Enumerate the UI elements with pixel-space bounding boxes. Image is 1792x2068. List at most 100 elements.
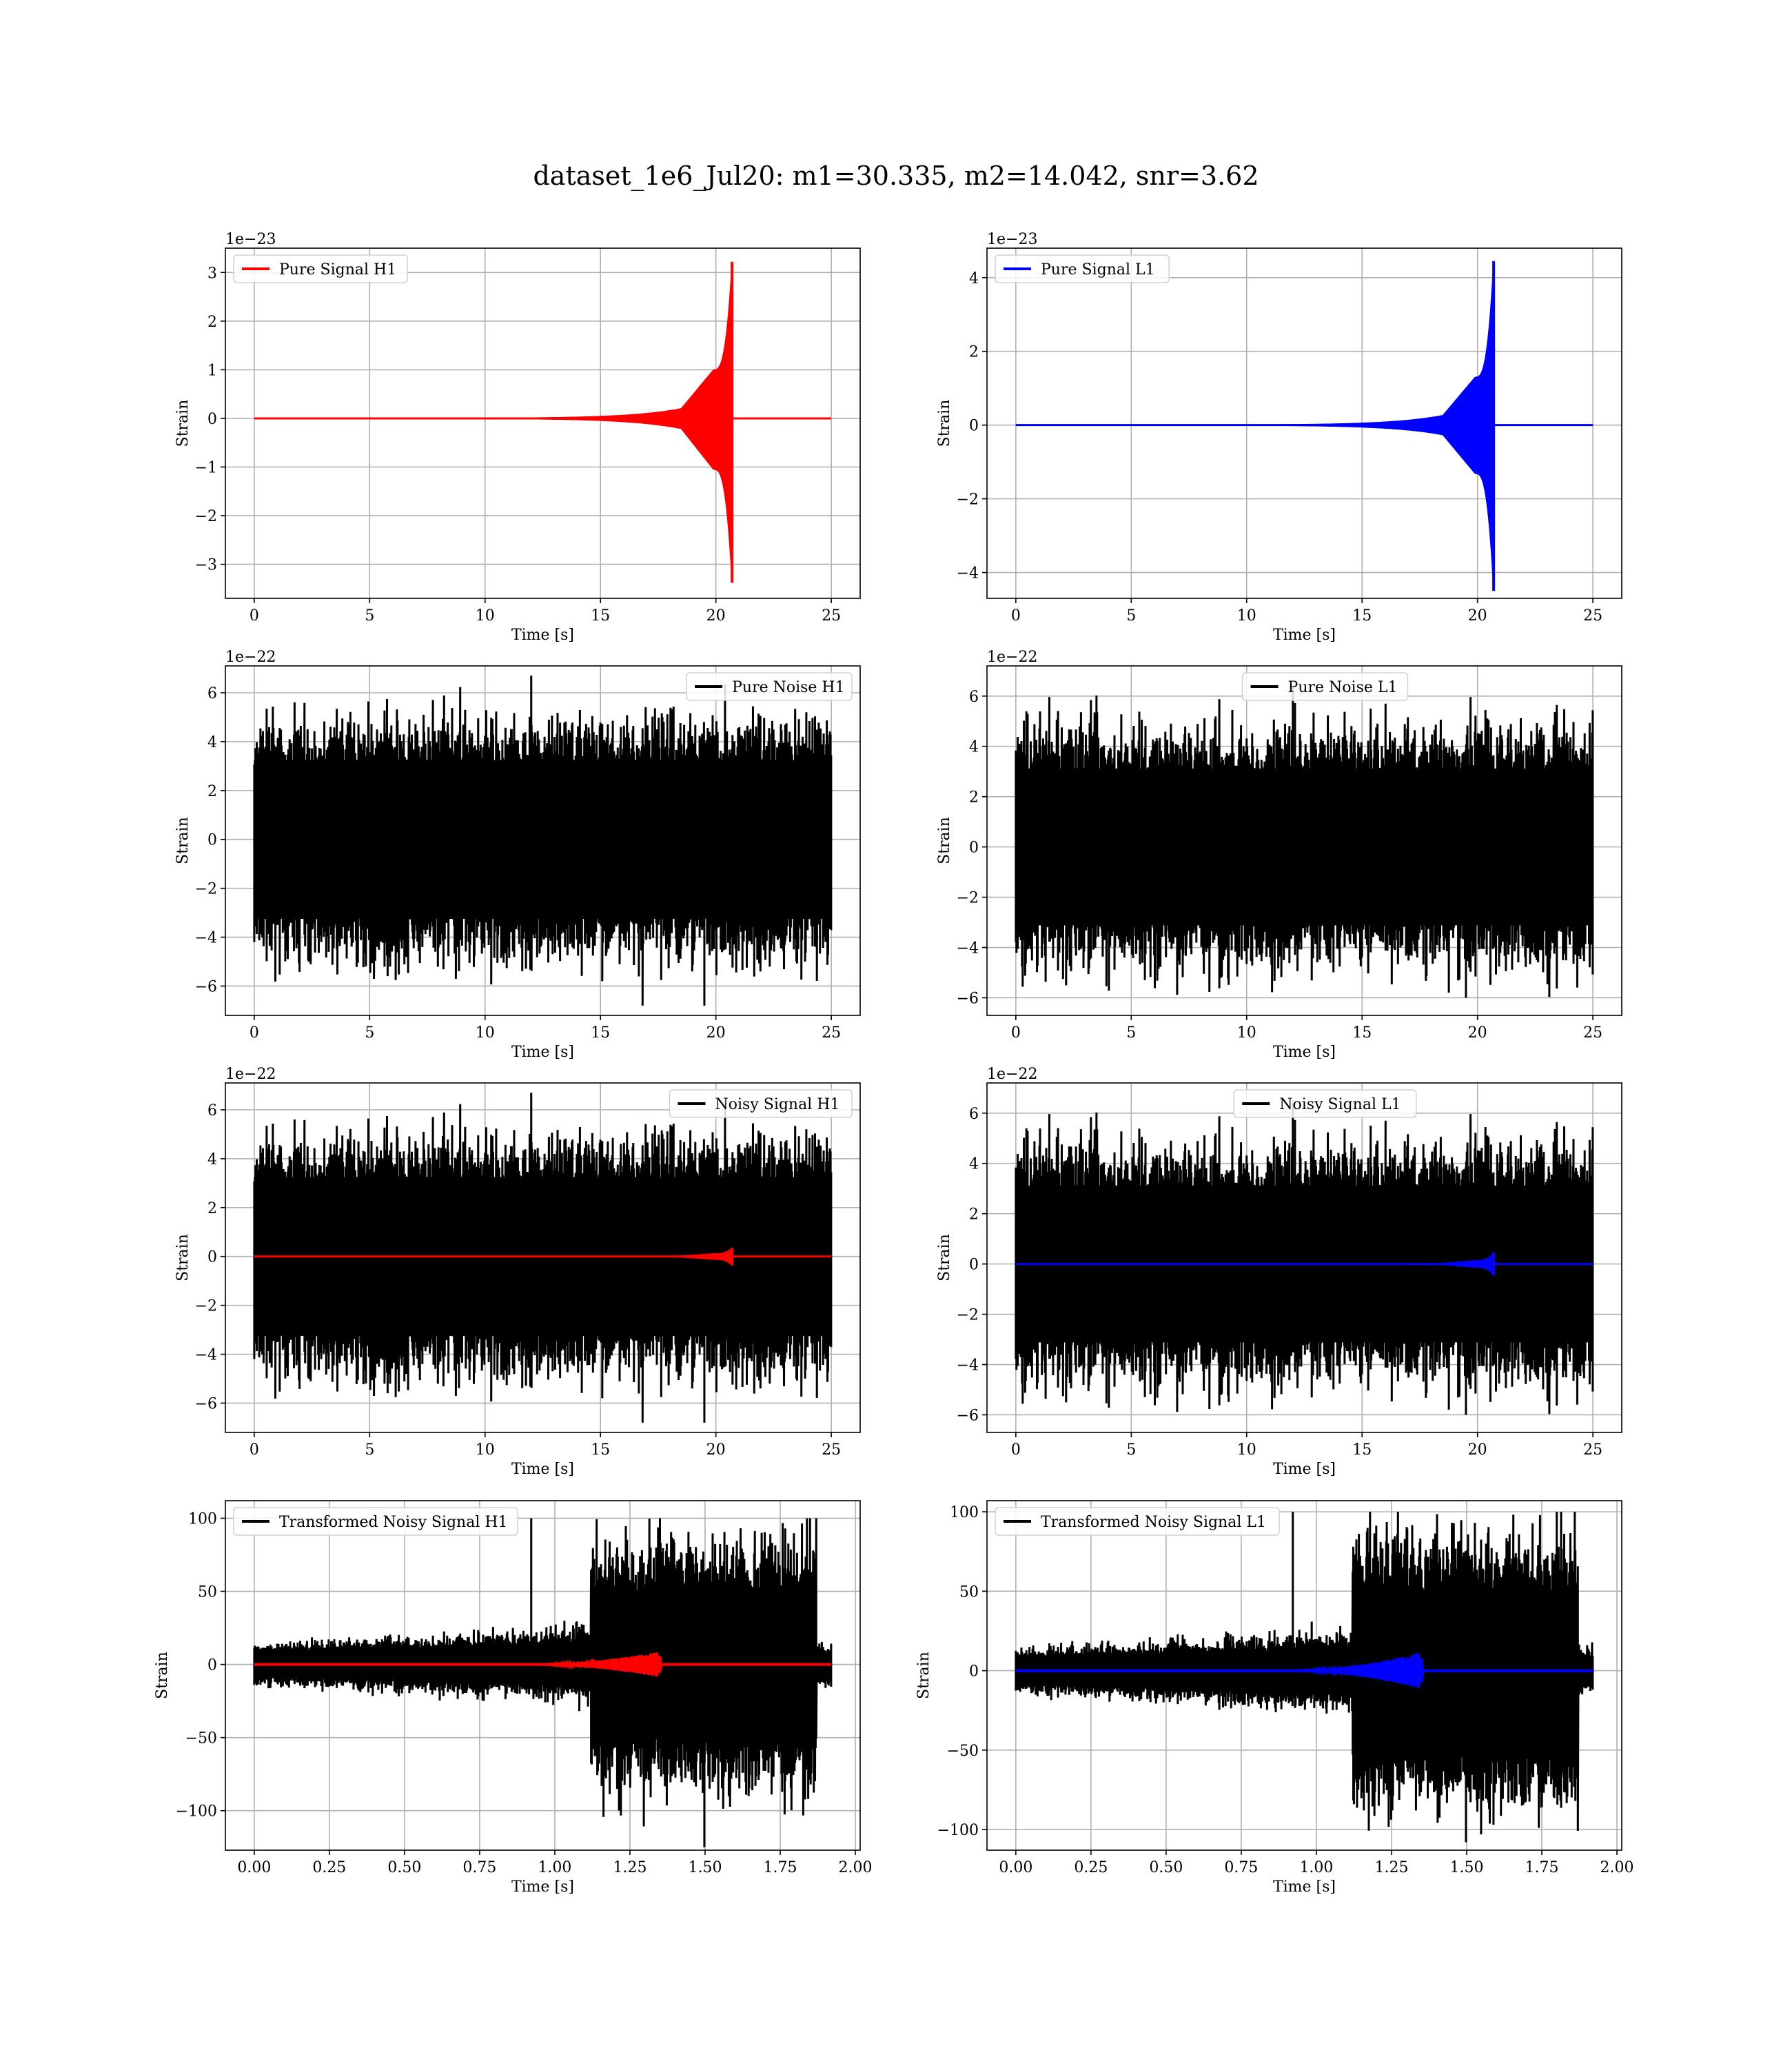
y-tick-label: −2 [957, 491, 979, 509]
series-2-chirp [511, 1652, 663, 1677]
x-tick-label: 20 [1468, 1441, 1487, 1459]
y-tick-label: 2 [969, 789, 979, 807]
axes-frame [986, 1500, 1622, 1851]
x-tick-label: 2.00 [839, 1859, 873, 1876]
legend-label: Pure Noise H1 [732, 679, 845, 696]
x-tick-label: 15 [591, 1024, 610, 1042]
x-tick-label: 5 [1126, 1441, 1136, 1459]
legend-box [233, 254, 408, 283]
legend-label: Pure Signal H1 [279, 261, 396, 278]
legend: Noisy Signal H1 [669, 1089, 853, 1118]
x-tick-label: 10 [1237, 1024, 1256, 1042]
axes-frame [986, 665, 1622, 1016]
legend-label: Noisy Signal H1 [715, 1096, 840, 1113]
y-tick-label: −6 [195, 978, 217, 995]
legend: Pure Noise L1 [1241, 672, 1409, 701]
legend-box [1241, 672, 1409, 701]
series-1-line [253, 1518, 833, 1827]
legend: Noisy Signal L1 [1233, 1089, 1417, 1118]
subplot-5: 0 5 10 15 20 25 −6 −4 −2 0 2 4 6 Time [s] Strain 1e−22 N… [174, 1066, 861, 1478]
y-tick-label: −4 [957, 940, 979, 957]
legend: Transformed Noisy Signal L1 [995, 1507, 1280, 1536]
y-tick-label: 3 [207, 265, 217, 282]
y-ticks: −4 −2 0 2 4 [957, 270, 987, 582]
legend: Pure Signal L1 [995, 254, 1170, 283]
offset-text: 1e−23 [987, 231, 1037, 248]
x-tick-label: 15 [1352, 607, 1372, 625]
plot-area [1015, 686, 1594, 998]
y-tick-label: 2 [207, 314, 217, 331]
x-ticks: 0.00 0.25 0.50 0.75 1.00 1.25 1.50 1.75 2.00 [237, 1850, 873, 1876]
y-tick-label: −4 [195, 930, 217, 947]
x-axis-label: Time [s] [511, 1461, 574, 1478]
y-tick-label: 0 [969, 1663, 979, 1681]
subplot-3: 0 5 10 15 20 25 −6 −4 −2 0 2 4 6 Time [s] Strain 1e−22 P… [174, 649, 861, 1061]
legend-box [1233, 1089, 1417, 1118]
subplot-7: 0.00 0.25 0.50 0.75 1.00 1.25 1.50 1.75 2.00 −100… [154, 1500, 873, 1896]
axes-frame [986, 1082, 1622, 1433]
x-ticks: 0 5 10 15 20 25 [250, 598, 841, 625]
y-tick-label: 2 [969, 1206, 979, 1224]
x-axis-label: Time [s] [511, 1044, 574, 1061]
y-axis-label: Strain [174, 400, 192, 447]
y-tick-label: −4 [957, 565, 979, 582]
x-tick-label: 0.25 [1074, 1859, 1108, 1876]
y-tick-label: 6 [969, 689, 979, 706]
x-tick-label: 25 [822, 1024, 841, 1042]
subplot-2: 0 5 10 15 20 25 −4 −2 0 2 4 Time [s] Strain 1e−23Pure… [936, 231, 1622, 644]
x-tick-label: 1.25 [613, 1859, 646, 1876]
y-tick-label: 0 [207, 411, 217, 428]
y-axis-label: Strain [936, 817, 953, 864]
offset-text: 1e−22 [225, 1066, 276, 1083]
x-tick-label: 25 [822, 1441, 841, 1459]
series-1-band [254, 760, 832, 919]
legend-label: Transformed Noisy Signal H1 [279, 1514, 508, 1531]
x-tick-label: 0.50 [1149, 1859, 1183, 1876]
y-tick-label: −4 [195, 1347, 217, 1364]
y-tick-label: 0 [969, 1257, 979, 1274]
x-tick-label: 20 [706, 607, 726, 625]
legend-label: Transformed Noisy Signal L1 [1041, 1514, 1266, 1531]
subplot-4: 0 5 10 15 20 25 −6 −4 −2 0 2 4 6 Time [s] Strain 1e−22 P… [936, 649, 1622, 1061]
legend-box [233, 1507, 518, 1536]
x-tick-label: 2.00 [1600, 1859, 1634, 1876]
y-tick-label: −50 [947, 1743, 979, 1760]
y-axis-label: Strain [174, 1234, 192, 1281]
x-tick-label: 0.50 [387, 1859, 421, 1876]
y-tick-label: 100 [188, 1510, 217, 1528]
offset-text: 1e−22 [225, 649, 276, 666]
x-tick-label: 20 [1468, 1024, 1487, 1042]
x-tick-label: 5 [365, 1441, 374, 1459]
y-axis-label: Strain [936, 400, 953, 447]
x-tick-label: 0 [1011, 1441, 1021, 1459]
x-tick-label: 0 [1011, 607, 1021, 625]
x-tick-label: 10 [1237, 607, 1256, 625]
y-ticks: −6 −4 −2 0 2 4 6 [957, 1106, 987, 1424]
x-tick-label: 5 [1126, 607, 1136, 625]
y-tick-label: 100 [950, 1504, 979, 1521]
y-tick-label: −2 [957, 1307, 979, 1324]
y-tick-label: 1 [207, 362, 217, 379]
x-tick-label: 0.00 [237, 1859, 271, 1876]
y-ticks: −100 −50 0 50 100 [176, 1510, 225, 1821]
grid [225, 248, 860, 598]
y-axis-label: Strain [174, 817, 192, 864]
x-tick-label: 20 [706, 1441, 726, 1459]
x-ticks: 0 5 10 15 20 25 [250, 1015, 841, 1042]
y-tick-label: −6 [957, 1407, 979, 1424]
x-tick-label: 1.75 [1525, 1859, 1559, 1876]
grid [987, 248, 1622, 598]
y-tick-label: 0 [207, 1657, 217, 1674]
y-ticks: −6 −4 −2 0 2 4 6 [195, 685, 225, 995]
y-tick-label: −2 [195, 508, 217, 525]
y-tick-label: −2 [957, 890, 979, 907]
series-2-chirp [1272, 1653, 1425, 1689]
x-ticks: 0 5 10 15 20 25 [1011, 1432, 1602, 1459]
plot-area [1015, 1103, 1594, 1415]
x-axis-label: Time [s] [511, 627, 574, 644]
figure-title: dataset_1e6_Jul20: m1=30.335, m2=14.042,… [533, 161, 1259, 192]
x-tick-label: 0 [1011, 1024, 1021, 1042]
axes-frame [225, 1500, 861, 1851]
x-tick-label: 10 [476, 1024, 495, 1042]
x-tick-label: 0 [250, 1441, 259, 1459]
